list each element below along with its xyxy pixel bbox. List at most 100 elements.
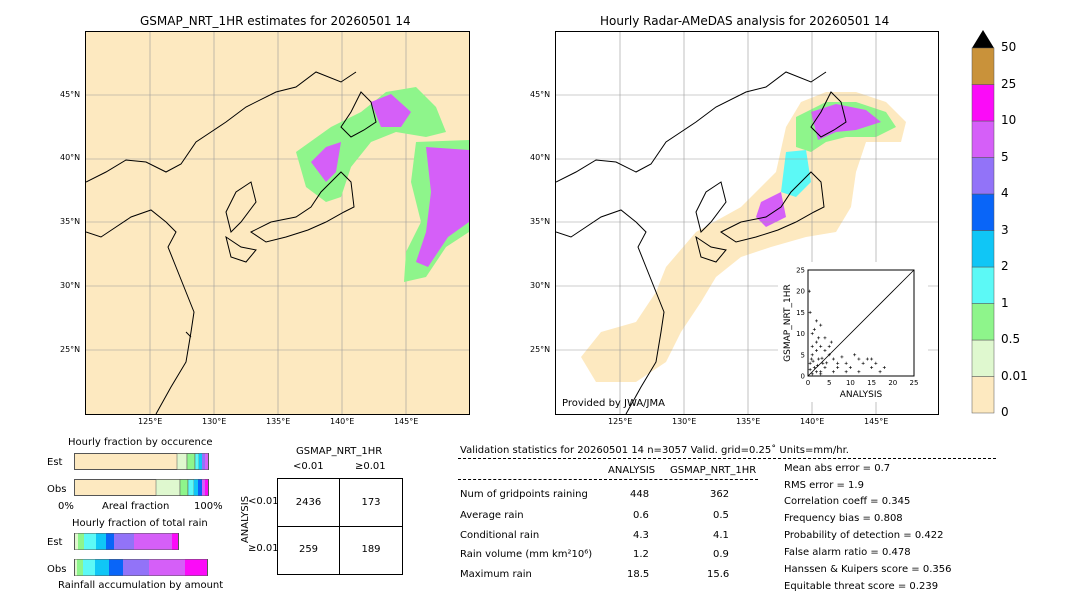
score-far: False alarm ratio = 0.478: [784, 547, 911, 558]
scatter-point: [817, 336, 821, 340]
fraction-total-est-label: Est: [47, 537, 63, 548]
scatter-point: [831, 370, 835, 374]
scatter-point: [814, 340, 818, 344]
left-map: [85, 31, 470, 415]
scatter-y-tick: 20: [796, 288, 805, 296]
scatter-ylabel: GSMAP_NRT_1HR: [783, 284, 793, 362]
colorbar-tick-label: 0.01: [1001, 368, 1028, 383]
fraction-total-bars: [74, 533, 208, 576]
scatter-x-tick: 15: [867, 379, 876, 387]
fraction-occurrence-obs-label: Obs: [47, 484, 67, 495]
scatter-point: [810, 332, 814, 336]
colorbar-tick-label: 10: [1001, 113, 1017, 127]
contingency-col-label-2: ≥0.01: [355, 461, 386, 472]
left-map-canvas: [86, 32, 469, 414]
scatter-point: [870, 357, 874, 361]
left-lon-tick-130: 130°E: [202, 417, 227, 426]
left-map-title: GSMAP_NRT_1HR estimates for 20260501 14: [140, 14, 411, 28]
scatter-point: [870, 366, 874, 370]
validation-row-gsmap: 0.9: [713, 549, 729, 560]
scatter-point: [819, 372, 823, 376]
contingency-cell-ny: 173: [361, 497, 381, 508]
score-ets: Equitable threat score = 0.239: [784, 581, 939, 592]
validation-row-label: Num of gridpoints raining: [460, 489, 588, 500]
scatter-y-tick: 25: [796, 267, 805, 275]
fraction-occurrence-bars: [74, 453, 209, 496]
right-map-credit: Provided by JWA/JMA: [562, 398, 665, 409]
validation-row-label: Average rain: [460, 510, 524, 521]
scatter-point: [823, 336, 827, 340]
score-mean-abs-error: Mean abs error = 0.7: [784, 463, 891, 474]
left-lat-tick-45: 45°N: [60, 90, 81, 99]
colorbar-tick-label: 1: [1001, 295, 1009, 310]
scatter-point: [825, 361, 829, 365]
validation-table-divider: [458, 479, 758, 480]
left-lat-tick-40: 40°N: [60, 153, 81, 162]
contingency-row-label-1: <0.01: [248, 496, 279, 507]
left-lon-tick-140: 140°E: [330, 417, 355, 426]
validation-row-gsmap: 15.6: [707, 569, 730, 580]
colorbar-swatch: [971, 230, 995, 268]
scatter-point: [810, 372, 814, 376]
scatter-point: [861, 361, 865, 365]
scatter-y-tick: 10: [796, 330, 805, 338]
scatter-x-tick: 10: [846, 379, 855, 387]
fraction-occurrence-axis-mid: Areal fraction: [102, 501, 170, 512]
scatter-point: [827, 353, 831, 357]
fraction-occurrence-axis-left: 0%: [58, 501, 74, 512]
fraction-total-obs-label: Obs: [47, 564, 67, 575]
scatter-point: [811, 359, 815, 363]
scatter-x-tick: 0: [806, 379, 810, 387]
validation-row-analysis: 448: [630, 489, 650, 500]
scatter-point: [810, 353, 814, 357]
validation-row-analysis: 0.6: [633, 510, 649, 521]
scatter-point: [823, 366, 827, 370]
scatter-x-tick: 25: [910, 379, 919, 387]
scatter-point: [809, 357, 813, 361]
colorbar-tick-label: 2: [1001, 259, 1009, 273]
right-map-title: Hourly Radar-AMeDAS analysis for 2026050…: [600, 14, 890, 28]
colorbar-swatch: [971, 157, 995, 195]
right-lat-tick-35: 35°N: [530, 217, 551, 226]
validation-row-label: Maximum rain: [460, 569, 532, 580]
score-pod: Probability of detection = 0.422: [784, 530, 944, 541]
colorbar-extend-arrow: [972, 30, 994, 48]
colorbar-tick-label: 4: [1001, 186, 1009, 200]
validation-row-label: Rain volume (mm km²10⁶): [460, 549, 593, 560]
colorbar-tick-label: 50: [1001, 40, 1017, 54]
scatter-point: [808, 361, 812, 365]
scatter-point: [814, 370, 818, 374]
validation-divider: [458, 458, 996, 459]
fraction-occurrence-title: Hourly fraction by occurence: [68, 437, 213, 448]
validation-row-analysis: 1.2: [633, 549, 649, 560]
scatter-point: [819, 344, 823, 348]
score-frequency-bias: Frequency bias = 0.808: [784, 513, 903, 524]
right-lon-tick-135: 135°E: [736, 417, 761, 426]
left-lat-tick-25: 25°N: [60, 345, 81, 354]
validation-row-gsmap: 4.1: [713, 530, 729, 541]
scatter-point: [844, 361, 848, 365]
validation-row-analysis: 4.3: [633, 530, 649, 541]
contingency-row-label-2: ≥0.01: [248, 543, 279, 554]
scatter-y-tick: 0: [801, 373, 805, 381]
colorbar-tick-label: 5: [1001, 149, 1009, 164]
scatter-point: [844, 370, 848, 374]
scatter-point: [848, 366, 852, 370]
validation-header: Validation statistics for 20260501 14 n=…: [460, 445, 849, 456]
scatter-point: [812, 327, 816, 331]
score-hk: Hanssen & Kuipers score = 0.356: [784, 564, 952, 575]
validation-row-analysis: 18.5: [627, 569, 650, 580]
scatter-point: [814, 319, 818, 323]
validation-row-label: Conditional rain: [460, 530, 540, 541]
scatter-point: [853, 353, 857, 357]
validation-col-analysis: ANALYSIS: [608, 465, 656, 476]
scatter-diagonal: [807, 269, 915, 377]
scatter-point: [857, 357, 861, 361]
scatter-point: [829, 340, 833, 344]
score-correlation: Correlation coeff = 0.345: [784, 496, 911, 507]
validation-row-gsmap: 362: [710, 489, 730, 500]
scatter-xlabel: ANALYSIS: [840, 390, 883, 400]
scatter-y-tick: 5: [801, 351, 805, 359]
contingency-title: GSMAP_NRT_1HR: [296, 446, 383, 457]
right-map-canvas: [556, 32, 938, 414]
